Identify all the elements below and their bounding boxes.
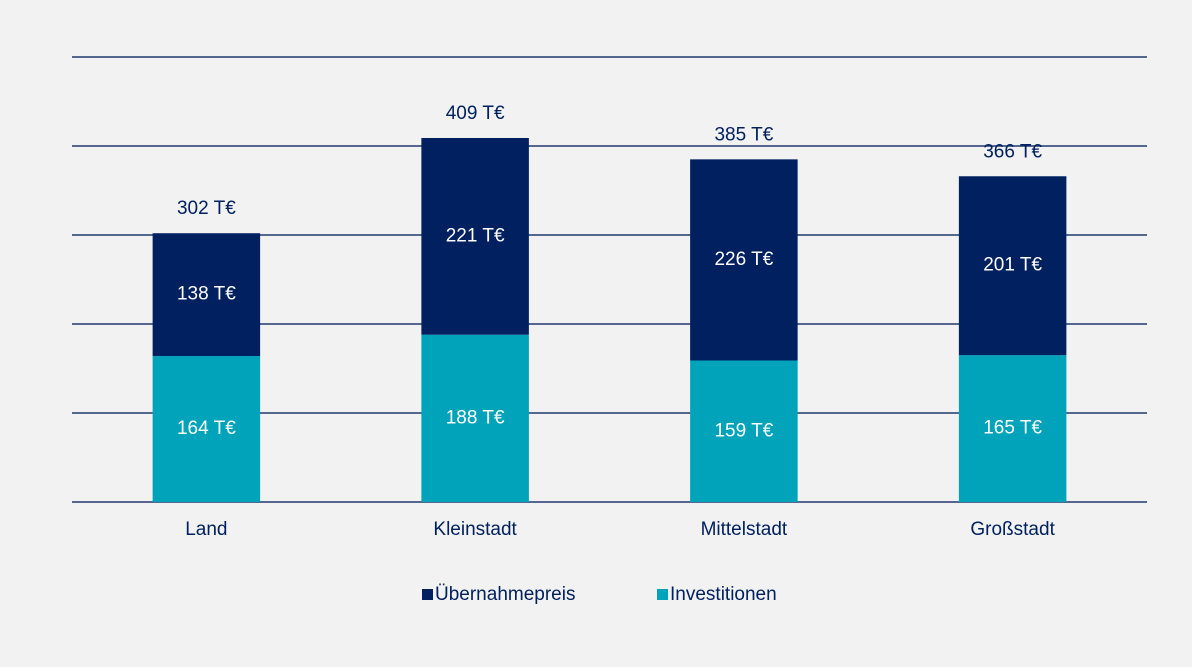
x-tick-label: Mittelstadt <box>701 519 788 540</box>
legend-label: Investitionen <box>670 584 777 605</box>
bar-segment <box>958 176 1067 356</box>
total-label: 385 T€ <box>714 124 773 145</box>
bar-segment <box>690 159 798 361</box>
segment-label: 165 T€ <box>983 418 1042 439</box>
segment-label: 164 T€ <box>177 418 236 439</box>
legend-swatch <box>657 589 668 600</box>
segment-label: 226 T€ <box>714 249 773 270</box>
bar-segment <box>690 360 798 502</box>
total-label: 302 T€ <box>177 198 236 219</box>
x-tick-label: Land <box>185 519 227 540</box>
segment-label: 188 T€ <box>446 407 505 428</box>
bar-segment <box>421 137 529 335</box>
segment-label: 201 T€ <box>983 255 1042 276</box>
segment-label: 138 T€ <box>177 284 236 305</box>
bar-segment <box>152 233 261 357</box>
x-tick-label: Großstadt <box>970 519 1055 540</box>
legend-swatch <box>422 589 433 600</box>
segment-label: 159 T€ <box>714 420 773 441</box>
bar-segment <box>958 355 1067 502</box>
x-tick-label: Kleinstadt <box>433 519 517 540</box>
total-label: 409 T€ <box>446 103 505 124</box>
total-label: 366 T€ <box>983 141 1042 162</box>
bar-segment <box>152 356 261 502</box>
legend-label: Übernahmepreis <box>435 584 575 605</box>
bar-segment <box>421 334 529 502</box>
segment-label: 221 T€ <box>446 225 505 246</box>
